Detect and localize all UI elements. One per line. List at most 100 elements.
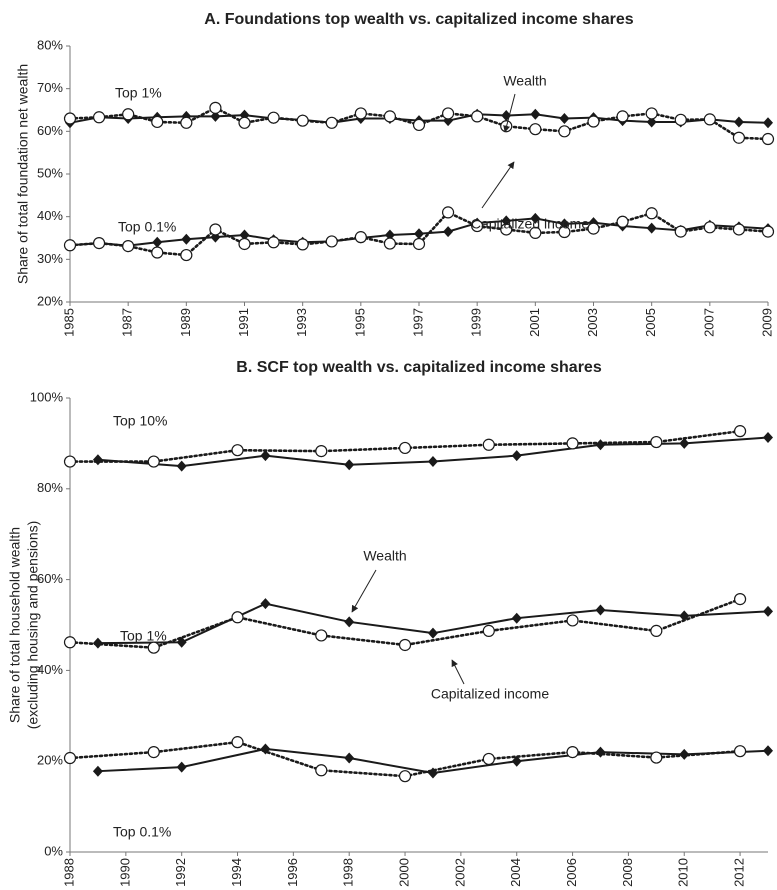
circle-marker (645, 207, 658, 220)
annotation-arrow (451, 659, 465, 685)
x-tick-label: 2010 (676, 858, 691, 887)
annotation-arrow (503, 93, 516, 133)
circle-marker (398, 770, 412, 783)
circle-marker (558, 225, 571, 239)
y-tick-label: 30% (37, 251, 63, 266)
y-tick-label: 80% (37, 37, 63, 52)
circle-marker (238, 116, 251, 129)
circle-marker (650, 624, 663, 638)
circle-marker (267, 236, 280, 249)
diamond-marker (92, 637, 103, 649)
diamond-marker (679, 610, 690, 622)
circle-marker (412, 118, 426, 132)
diamond-marker (427, 767, 438, 779)
diamond-marker (344, 459, 355, 471)
x-tick-label: 2007 (701, 308, 716, 337)
y-tick-label: 50% (37, 165, 63, 180)
x-tick-label: 1985 (61, 308, 76, 337)
y-tick-label: 20% (37, 753, 63, 768)
diamond-marker (260, 450, 271, 462)
y-tick-label: 100% (30, 389, 64, 404)
diamond-marker (511, 612, 522, 624)
y-tick-label: 40% (37, 208, 63, 223)
circle-marker (566, 746, 579, 759)
circle-marker (383, 110, 397, 123)
annotation: Top 10% (113, 413, 167, 429)
circle-marker (733, 593, 747, 606)
circle-marker (732, 223, 746, 236)
circle-marker (231, 736, 244, 749)
diamond-marker (176, 636, 187, 648)
x-tick-label: 2008 (620, 858, 635, 887)
circle-marker (733, 745, 747, 758)
circle-marker (441, 206, 455, 219)
diamond-marker (679, 748, 690, 760)
circle-marker (63, 751, 77, 765)
x-tick-label: 2009 (759, 308, 774, 337)
circle-marker (315, 445, 328, 458)
x-tick-label: 2012 (732, 858, 747, 887)
circle-marker (231, 444, 244, 457)
diamond-marker (595, 604, 606, 616)
chart-title: A. Foundations top wealth vs. capitalize… (204, 11, 634, 28)
x-tick-label: 2001 (527, 308, 542, 337)
y-tick-label: 20% (37, 293, 63, 308)
circle-marker (587, 222, 600, 235)
annotation: Capitalized income (431, 686, 549, 702)
circle-marker (398, 441, 412, 455)
circle-marker (441, 107, 455, 120)
annotation-arrow (351, 569, 377, 613)
diamond-marker (511, 755, 522, 767)
diamond-marker (733, 116, 744, 128)
y-axis-label: Share of total household wealth (7, 527, 23, 723)
y-axis-label: Share of total foundation net wealth (15, 64, 31, 284)
diamond-marker (344, 752, 355, 764)
x-tick-label: 1987 (120, 308, 135, 337)
circle-marker (500, 223, 513, 236)
circle-marker (529, 123, 542, 136)
x-tick-label: 2006 (564, 858, 579, 887)
circle-marker (63, 239, 77, 252)
x-tick-label: 1991 (236, 308, 251, 337)
circle-marker (471, 110, 484, 123)
circle-marker (180, 116, 193, 129)
x-tick-label: 2004 (508, 858, 523, 887)
circle-marker (674, 225, 687, 238)
annotation: Top 1% (115, 85, 162, 101)
circle-marker (238, 237, 251, 251)
circle-marker (733, 425, 747, 438)
circle-marker (566, 437, 579, 450)
diamond-marker (176, 460, 187, 472)
x-tick-label: 1994 (229, 858, 244, 887)
diamond-marker (511, 450, 522, 462)
x-tick-label: 1993 (294, 308, 309, 337)
y-tick-label: 70% (37, 80, 63, 95)
circle-marker (92, 111, 106, 124)
chart-title: B. SCF top wealth vs. capitalized income… (236, 359, 602, 376)
circle-marker (566, 614, 579, 627)
x-tick-label: 1989 (178, 308, 193, 337)
circle-marker (482, 438, 495, 451)
circle-marker (92, 237, 106, 250)
x-tick-label: 2002 (452, 858, 467, 887)
circle-marker (761, 225, 775, 238)
circle-marker (63, 112, 77, 125)
circle-marker (354, 231, 367, 244)
circle-marker (231, 611, 244, 624)
circle-marker (383, 237, 397, 250)
diamond-marker (384, 229, 395, 241)
x-tick-label: 1988 (61, 858, 76, 887)
diamond-marker (763, 431, 773, 443)
circle-marker (412, 237, 426, 251)
circle-marker (315, 629, 328, 642)
circle-marker (147, 746, 160, 759)
circle-marker (650, 751, 663, 764)
x-tick-label: 1992 (173, 858, 188, 887)
diamond-marker (427, 456, 438, 468)
circle-marker (471, 219, 484, 233)
x-tick-label: 1999 (469, 308, 484, 337)
y-tick-label: 0% (44, 843, 63, 858)
annotation-arrow (481, 161, 515, 209)
annotation: Top 0.1% (118, 219, 176, 235)
circle-marker (296, 238, 309, 251)
